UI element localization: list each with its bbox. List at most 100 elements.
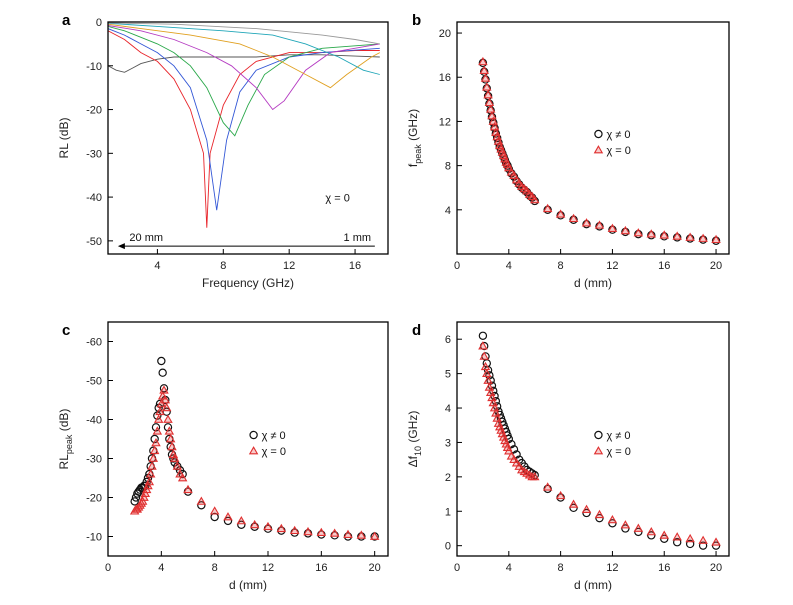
- data-point: [149, 445, 160, 455]
- data-point: [569, 215, 578, 224]
- data-point: [582, 508, 591, 518]
- data-point: [480, 73, 491, 82]
- x-axis-label: d (mm): [574, 276, 612, 290]
- data-point: [167, 441, 177, 451]
- data-point: [197, 501, 206, 510]
- data-point: [163, 414, 173, 423]
- data-point: [711, 236, 721, 245]
- x-tick-label: 12: [262, 562, 274, 574]
- arrow-head: [117, 243, 125, 250]
- data-point: [594, 220, 605, 229]
- data-point: [555, 209, 566, 218]
- data-point: [672, 233, 682, 242]
- y-axis-label-main: RL (dB): [57, 118, 71, 159]
- y-tick-label: -40: [86, 192, 102, 204]
- x-tick-label: 16: [658, 260, 670, 272]
- data-point: [223, 512, 233, 521]
- data-point: [480, 361, 491, 371]
- y-axis-label-sub: peak: [413, 144, 423, 164]
- data-point: [152, 426, 163, 435]
- arrow-left-label: 20 mm: [129, 232, 163, 244]
- y-tick-label: 20: [439, 28, 451, 40]
- legend-marker: [593, 446, 604, 455]
- y-tick-label: -50: [86, 376, 102, 388]
- data-point: [162, 407, 171, 416]
- legend-label: χ ≠ 0: [606, 129, 630, 141]
- series-line: [108, 54, 380, 73]
- series-line: [108, 23, 381, 89]
- x-tick-label: 4: [506, 562, 512, 574]
- data-point: [478, 331, 488, 340]
- data-point: [249, 519, 260, 529]
- data-point: [148, 453, 159, 462]
- data-point: [480, 67, 489, 76]
- data-point: [672, 532, 682, 541]
- y-tick-label: 4: [445, 403, 451, 415]
- panel-c: c 0 4 8 12 16 20 -10 -20 -30 -40 -50 -60 d (mm) RLpeak…: [57, 321, 389, 592]
- y-tick-label: 1: [445, 506, 451, 518]
- data-point: [529, 194, 540, 204]
- data-point: [357, 532, 366, 541]
- data-point: [660, 232, 669, 241]
- legend-marker: [248, 446, 259, 455]
- data-point: [156, 398, 167, 408]
- y-axis-label-sub: peak: [64, 434, 74, 454]
- data-point: [160, 395, 171, 404]
- y-tick-label: 2: [445, 472, 451, 484]
- x-tick-label: 12: [606, 260, 618, 272]
- data-point: [685, 539, 695, 549]
- data-point: [155, 406, 165, 416]
- y-axis-label-unit: (dB): [57, 409, 71, 435]
- data-point: [556, 211, 565, 220]
- data-point: [607, 514, 618, 524]
- data-point: [607, 223, 618, 232]
- x-tick-label: 4: [158, 562, 164, 574]
- data-point: [543, 205, 552, 215]
- data-point: [672, 231, 682, 240]
- series-line: [108, 28, 380, 211]
- x-axis-label: d (mm): [229, 578, 267, 592]
- data-point: [172, 461, 183, 470]
- data-point: [488, 116, 499, 125]
- data-point: [608, 225, 617, 234]
- legend-label: χ = 0: [606, 446, 630, 458]
- data-point: [621, 227, 630, 237]
- data-point: [478, 341, 488, 350]
- data-point: [137, 496, 148, 505]
- data-point: [144, 476, 155, 486]
- legend-label: χ ≠ 0: [262, 430, 286, 442]
- series-line: [108, 25, 380, 111]
- legend-label: χ ≠ 0: [606, 430, 630, 442]
- data-point: [489, 122, 500, 131]
- y-axis-label: Δf10 (GHz): [406, 411, 423, 468]
- data-point: [569, 503, 578, 513]
- data-point: [529, 471, 540, 481]
- data-point: [303, 526, 313, 536]
- y-axis-label-main: Δf: [406, 455, 420, 467]
- data-point: [196, 496, 207, 505]
- y-tick-label: 6: [445, 334, 451, 346]
- data-point: [698, 541, 708, 550]
- data-point: [568, 213, 579, 223]
- series-line: [108, 22, 380, 75]
- data-point: [633, 523, 644, 532]
- y-axis-label: fpeak (GHz): [406, 109, 423, 167]
- data-point: [289, 525, 300, 535]
- data-point: [329, 528, 340, 537]
- data-point: [210, 512, 219, 522]
- data-point: [487, 110, 497, 120]
- data-point: [183, 484, 193, 494]
- y-tick-label: -50: [86, 236, 102, 248]
- y-tick-label: -30: [86, 454, 102, 466]
- x-tick-label: 4: [506, 260, 512, 272]
- data-point: [646, 527, 657, 536]
- data-point: [141, 484, 152, 494]
- data-point: [620, 225, 631, 235]
- y-axis-label-sub: 10: [413, 446, 423, 456]
- y-tick-label: -20: [86, 105, 102, 117]
- annotation-text: χ = 0: [325, 192, 349, 204]
- data-point: [169, 453, 180, 462]
- y-axis-label-unit: (GHz): [406, 109, 420, 144]
- plot-frame-a: [107, 21, 389, 255]
